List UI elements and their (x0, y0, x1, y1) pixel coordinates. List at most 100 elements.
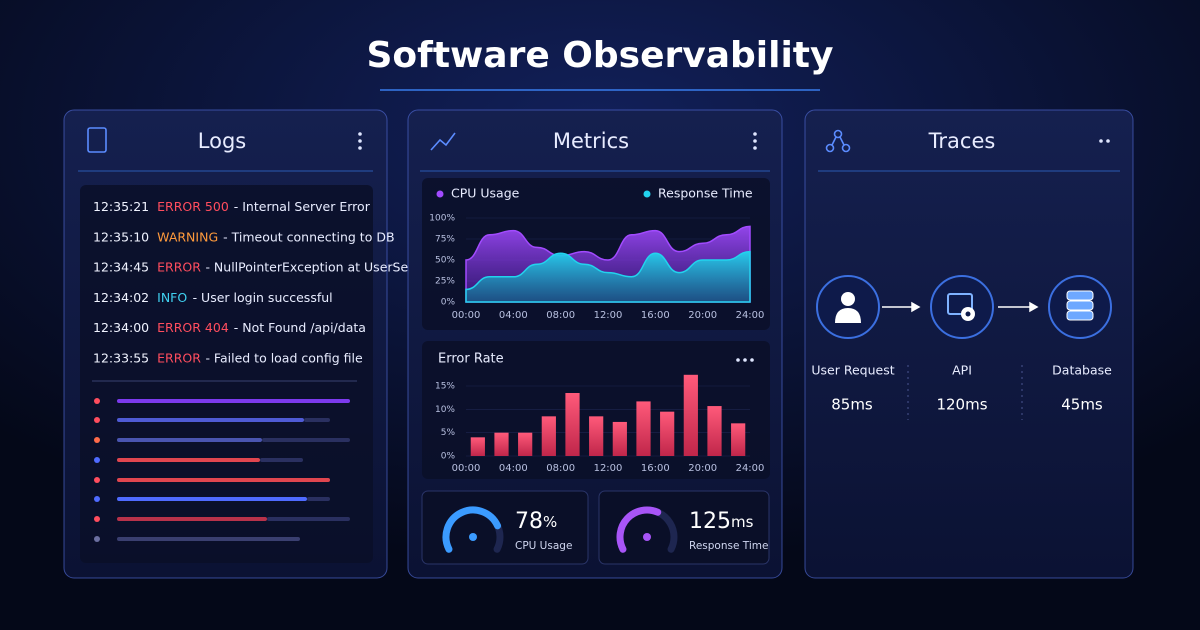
x-tick-label: 16:00 (641, 463, 670, 474)
trace-duration: 120ms (936, 396, 987, 414)
log-skeleton (94, 398, 350, 542)
trace-node (816, 275, 880, 339)
x-tick-label: 20:00 (688, 463, 717, 474)
log-entry: 12:35:21 ERROR 500 - Internal Server Error (93, 199, 371, 214)
x-tick-label: 00:00 (452, 463, 481, 474)
x-tick-label: 04:00 (499, 463, 528, 474)
bar (589, 416, 604, 456)
gauge-unit: % (543, 513, 557, 531)
bar (612, 421, 627, 456)
area-series (465, 250, 751, 303)
gauge-value: 78% (515, 509, 557, 534)
traces-panel (804, 109, 1134, 579)
traces-icon (825, 129, 851, 153)
legend-swatch (643, 190, 651, 198)
bar (707, 406, 722, 456)
trace-duration: 45ms (1061, 396, 1103, 414)
gear-hole (965, 311, 971, 317)
log-level: WARNING (157, 229, 218, 244)
log-time: 12:34:02 (93, 289, 149, 304)
gauge-label: CPU Usage (515, 540, 572, 552)
gauge-value: 125ms (689, 509, 754, 534)
gauge-label: Response Time (689, 540, 768, 552)
x-tick-label: 12:00 (594, 310, 623, 321)
db-icon (1066, 300, 1094, 311)
bar (636, 401, 651, 456)
bar (518, 432, 533, 456)
y-tick-label: 50% (435, 256, 455, 266)
bar (494, 432, 509, 456)
trace-label: API (952, 363, 972, 378)
log-level: INFO (157, 289, 187, 304)
x-tick-label: 08:00 (546, 310, 575, 321)
y-tick-label: 100% (429, 214, 455, 224)
log-level: ERROR 404 (157, 320, 229, 335)
user-icon (841, 292, 855, 306)
gauge-arc (442, 506, 502, 553)
y-tick-label: 25% (435, 277, 455, 287)
menu-dots[interactable] (1099, 139, 1110, 143)
log-message: - NullPointerException at UserSe (205, 259, 408, 274)
menu-dots[interactable] (753, 132, 757, 150)
log-message: - Not Found /api/data (234, 320, 366, 335)
trace-arrows (882, 301, 1039, 313)
trace-node (930, 275, 994, 339)
gauge-number: 125 (689, 509, 731, 534)
bar (541, 416, 556, 456)
gauge-number: 78 (515, 509, 543, 534)
y-tick-label: 5% (441, 428, 456, 438)
bar (660, 411, 675, 456)
legend-swatch (436, 190, 444, 198)
gauge-dot (469, 533, 477, 541)
log-entry: 12:33:55 ERROR - Failed to load config fil… (93, 350, 363, 365)
log-message: - Failed to load config file (205, 350, 363, 365)
log-time: 12:35:21 (93, 199, 149, 214)
api-icon (947, 293, 973, 315)
gauge-unit: ms (731, 513, 754, 531)
x-tick-label: 00:00 (452, 310, 481, 321)
log-message: - User login successful (193, 289, 333, 304)
log-entry: 12:34:00 ERROR 404 - Not Found /api/data (93, 320, 366, 335)
panel-title: Logs (198, 129, 246, 153)
bar (565, 393, 580, 456)
panel-title: Metrics (553, 129, 629, 153)
db-icon (1066, 290, 1094, 301)
log-entry: 12:34:45 ERROR - NullPointerException at U… (93, 259, 408, 274)
y-tick-label: 75% (435, 235, 455, 245)
x-tick-label: 04:00 (499, 310, 528, 321)
log-level: ERROR (157, 350, 201, 365)
log-time: 12:34:45 (93, 259, 149, 274)
log-level: ERROR (157, 259, 201, 274)
log-message: - Timeout connecting to DB (223, 229, 394, 244)
menu-dots[interactable] (736, 358, 754, 362)
bar (731, 423, 746, 456)
bar (470, 437, 485, 456)
x-tick-label: 12:00 (594, 463, 623, 474)
x-tick-label: 24:00 (736, 310, 765, 321)
page-title: Software Observability (367, 35, 834, 76)
logs-icon (87, 127, 107, 153)
gauge-dot (643, 533, 651, 541)
trace-label: User Request (811, 363, 894, 378)
chart-title: Error Rate (438, 352, 504, 367)
trace-label: Database (1052, 363, 1112, 378)
log-entry: 12:35:10 WARNING - Timeout connecting to D… (93, 229, 395, 244)
legend-label: Response Time (658, 186, 753, 201)
log-area (80, 185, 373, 563)
log-level: ERROR 500 (157, 199, 229, 214)
metrics-icon (430, 132, 456, 151)
log-time: 12:35:10 (93, 229, 149, 244)
y-tick-label: 15% (435, 382, 455, 392)
log-time: 12:34:00 (93, 320, 149, 335)
y-tick-label: 0% (441, 452, 456, 462)
menu-dots[interactable] (358, 132, 362, 150)
x-tick-label: 08:00 (546, 463, 575, 474)
log-time: 12:33:55 (93, 350, 149, 365)
legend-label: CPU Usage (451, 186, 520, 201)
trace-duration: 85ms (831, 396, 873, 414)
x-tick-label: 16:00 (641, 310, 670, 321)
gauge-arc (616, 506, 662, 553)
user-icon (835, 308, 861, 323)
panel-title: Traces (928, 129, 996, 153)
